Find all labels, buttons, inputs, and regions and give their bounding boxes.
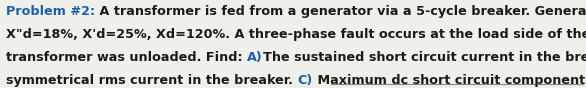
Text: transformer was unloaded. Find:: transformer was unloaded. Find:	[6, 51, 247, 64]
Text: A transformer is fed from a generator via a 5-cycle breaker. Generator reactance: A transformer is fed from a generator vi…	[95, 5, 586, 18]
Text: symmetrical rms current in the breaker.: symmetrical rms current in the breaker.	[6, 74, 297, 87]
Text: Maximum dc short circuit component in the breaker.: Maximum dc short circuit component in th…	[312, 74, 586, 87]
Text: Problem #2:: Problem #2:	[6, 5, 95, 18]
Text: C): C)	[297, 74, 312, 87]
Text: A): A)	[247, 51, 263, 64]
Text: The sustained short circuit current in the breaker.: The sustained short circuit current in t…	[263, 51, 586, 64]
Text: X"d=18%, X'd=25%, Xd=120%. A three-phase fault occurs at the load side of the br: X"d=18%, X'd=25%, Xd=120%. A three-phase…	[6, 28, 586, 41]
